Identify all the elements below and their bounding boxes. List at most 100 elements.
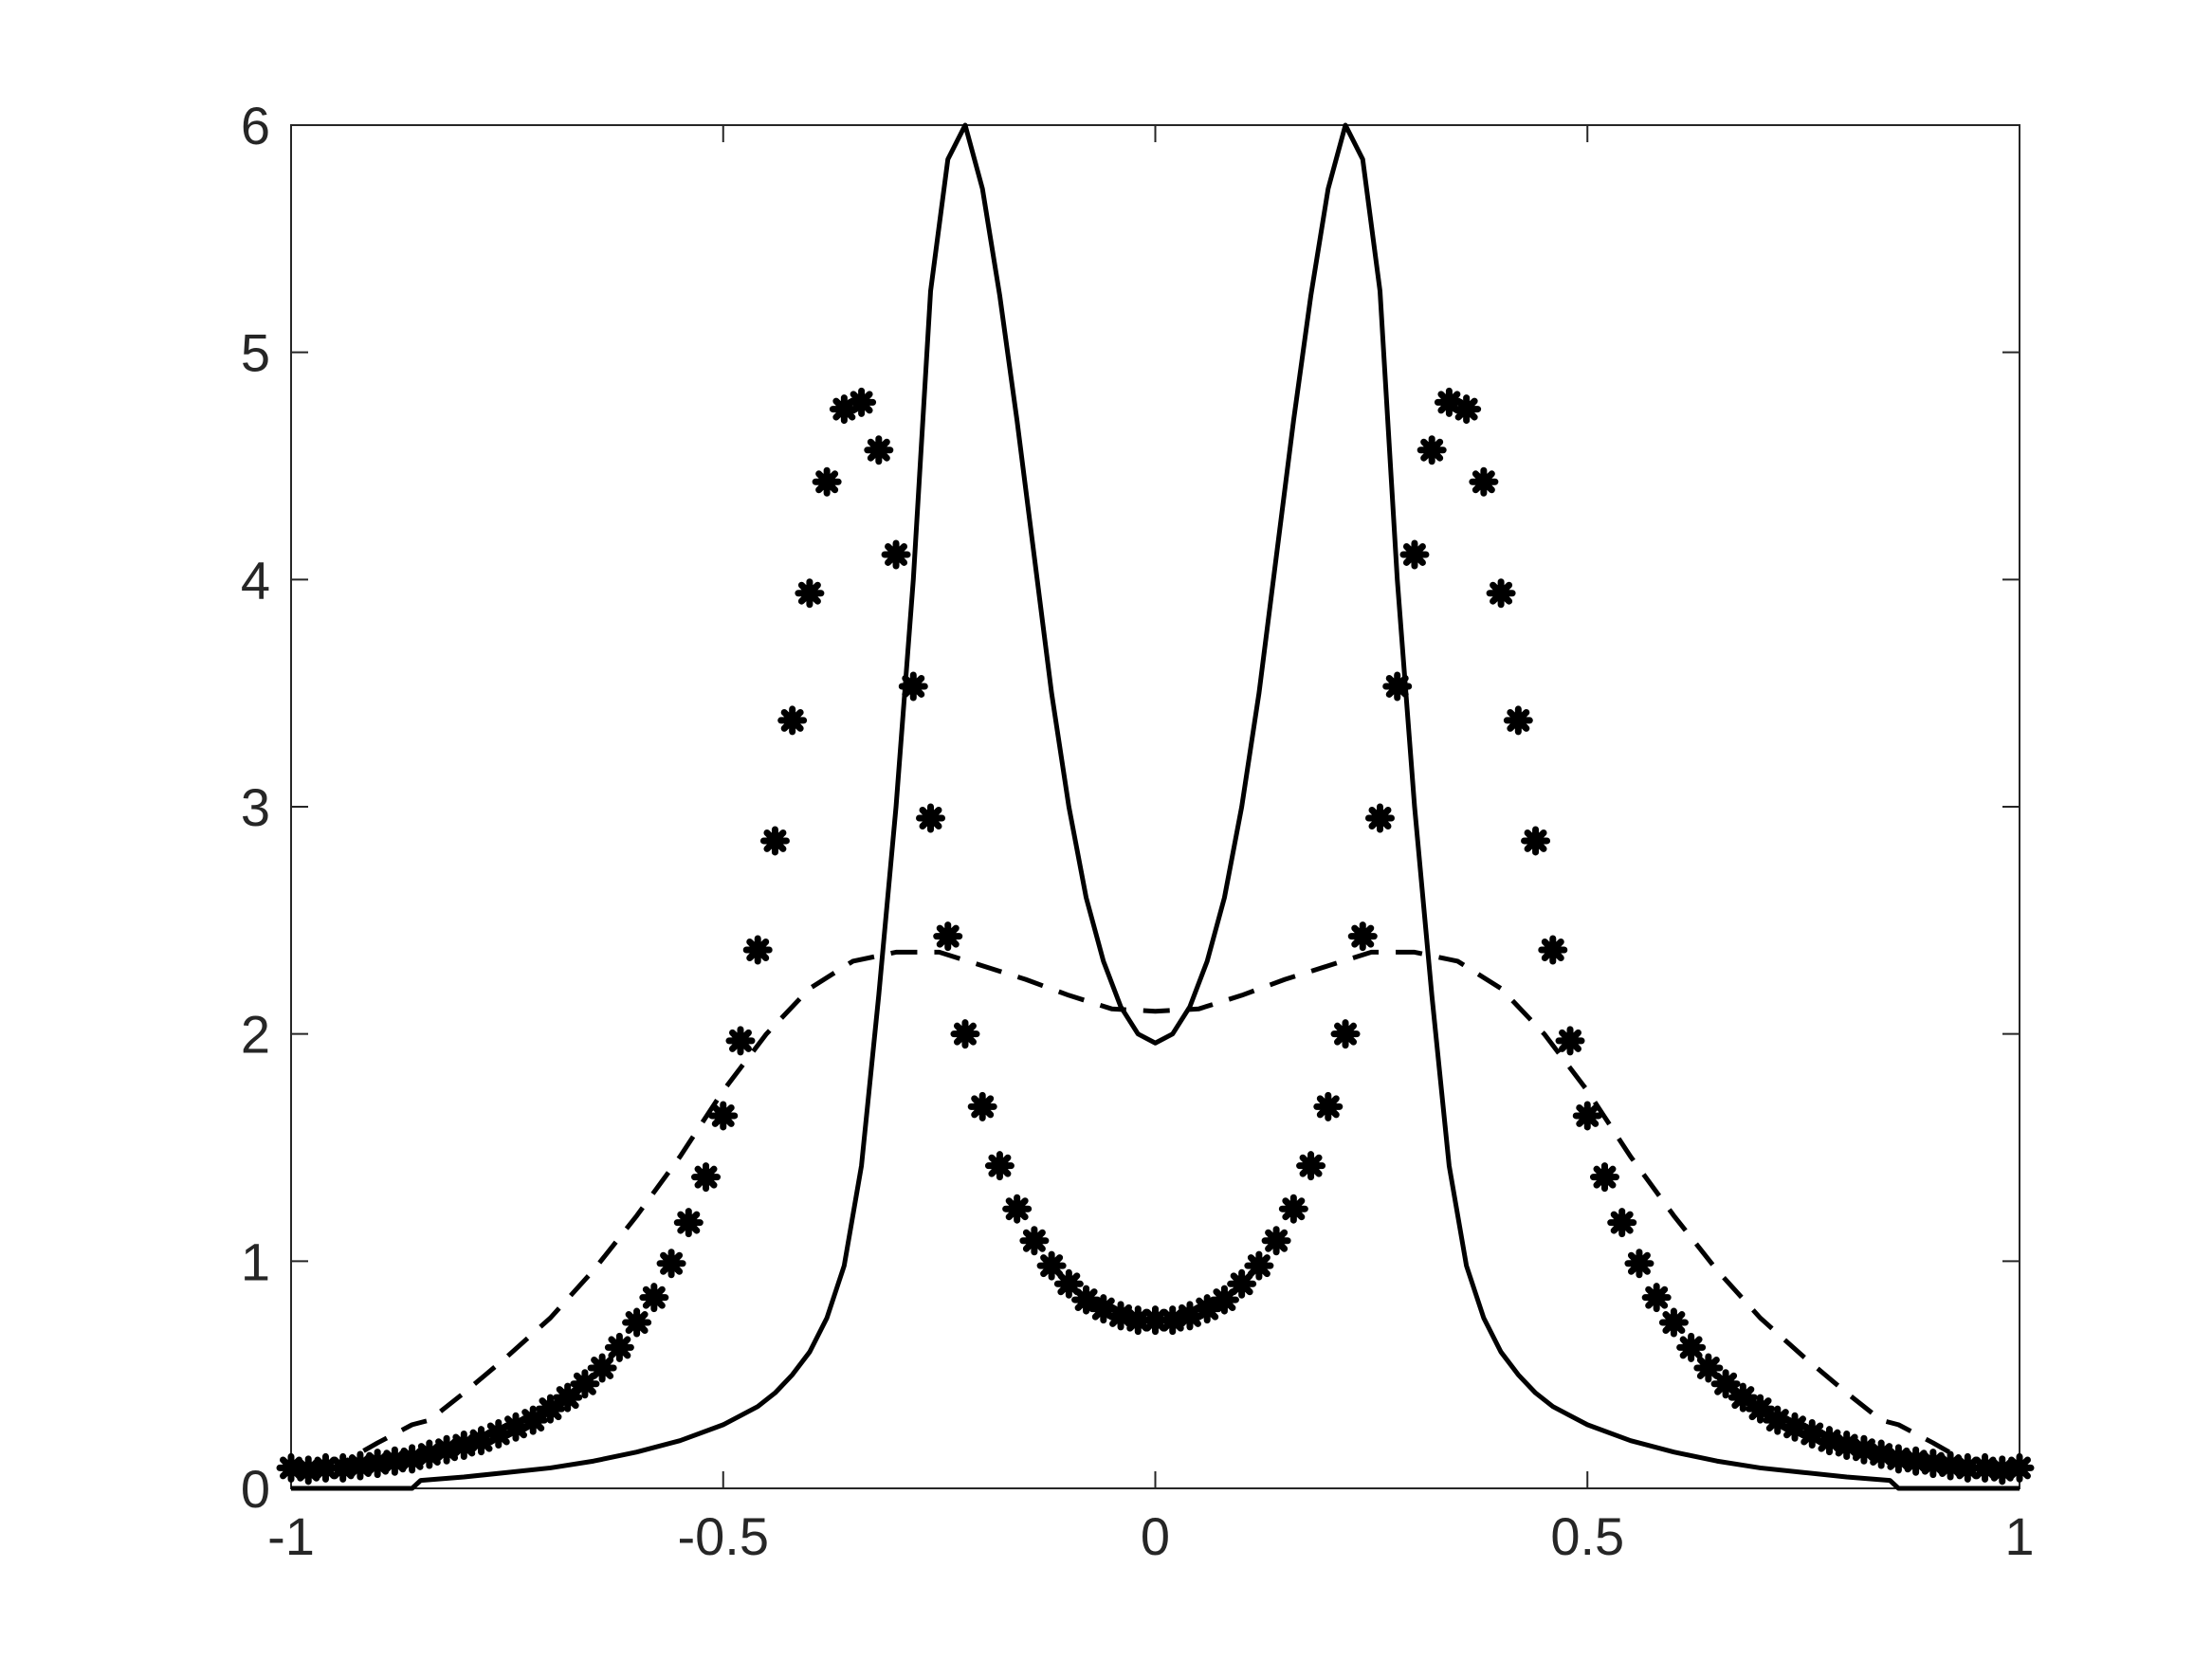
star-marker — [1901, 1446, 1931, 1476]
x-tick-label: -1 — [267, 1506, 315, 1566]
star-marker — [1780, 1412, 1810, 1442]
star-marker — [1469, 466, 1499, 497]
star-marker — [847, 387, 877, 417]
star-marker — [1347, 921, 1378, 952]
star-marker — [864, 435, 894, 465]
star-marker — [484, 1418, 514, 1449]
star-marker — [742, 935, 773, 965]
star-marker — [1710, 1369, 1741, 1399]
y-tick-label: 6 — [241, 96, 270, 155]
star-marker — [1572, 1101, 1602, 1131]
star-marker — [881, 539, 911, 570]
star-marker — [553, 1382, 583, 1413]
y-tick-label: 1 — [241, 1231, 270, 1291]
star-marker — [1624, 1249, 1654, 1279]
star-marker — [1019, 1226, 1050, 1256]
star-marker — [1676, 1332, 1707, 1362]
star-marker — [933, 921, 963, 952]
star-marker — [916, 803, 946, 833]
star-marker — [673, 1208, 704, 1238]
y-tick-label: 5 — [241, 323, 270, 383]
star-marker — [777, 705, 808, 736]
x-tick-label: 0 — [1141, 1506, 1170, 1566]
star-marker — [1832, 1430, 1862, 1460]
star-marker — [812, 466, 842, 497]
star-marker — [1244, 1250, 1274, 1281]
star-marker — [1364, 803, 1395, 833]
star-marker — [501, 1412, 531, 1442]
star-marker — [1814, 1426, 1844, 1456]
x-tick-label: 1 — [2004, 1506, 2034, 1566]
star-marker — [691, 1162, 722, 1193]
star-marker — [1952, 1452, 1983, 1483]
star-marker — [570, 1369, 600, 1399]
star-marker — [759, 826, 790, 856]
star-marker — [379, 1446, 410, 1476]
star-marker — [1866, 1439, 1896, 1469]
star-marker — [448, 1430, 479, 1460]
star-marker — [656, 1249, 686, 1279]
star-marker — [1399, 539, 1430, 570]
star-marker — [829, 394, 859, 425]
star-marker — [1883, 1444, 1913, 1474]
star-marker — [1209, 1285, 1239, 1315]
star-marker — [1918, 1449, 1948, 1479]
star-marker — [2004, 1452, 2035, 1483]
star-marker — [725, 1026, 756, 1056]
star-marker — [708, 1101, 739, 1131]
star-marker — [587, 1353, 617, 1383]
star-marker — [1746, 1394, 1776, 1424]
star-marker — [1589, 1162, 1619, 1193]
star-marker — [1106, 1301, 1136, 1331]
star-marker — [1521, 826, 1551, 856]
y-tick-label: 2 — [241, 1005, 270, 1065]
star-marker — [1036, 1250, 1067, 1281]
star-marker — [950, 1019, 980, 1049]
axes-box — [290, 124, 2020, 1489]
star-marker — [1158, 1305, 1188, 1336]
star-marker — [466, 1426, 497, 1456]
star-marker — [1330, 1019, 1361, 1049]
y-tick-label: 4 — [241, 550, 270, 610]
star-marker — [1175, 1301, 1205, 1331]
star-marker — [345, 1450, 375, 1481]
star-marker — [984, 1151, 1015, 1181]
star-marker — [1088, 1294, 1119, 1324]
star-marker — [1452, 394, 1482, 425]
star-marker — [1935, 1450, 1965, 1481]
star-marker — [1261, 1226, 1291, 1256]
star-marker — [1503, 705, 1533, 736]
star-marker — [1192, 1294, 1222, 1324]
star-marker — [293, 1455, 323, 1486]
star-marker — [362, 1449, 393, 1479]
star-marker — [310, 1452, 340, 1483]
star-marker — [1693, 1353, 1724, 1383]
star-marker — [414, 1439, 445, 1469]
x-tick-label: 0.5 — [1550, 1506, 1624, 1566]
star-marker — [622, 1307, 652, 1338]
star-marker — [795, 578, 825, 609]
star-marker — [1313, 1091, 1344, 1121]
star-marker — [604, 1332, 634, 1362]
star-marker — [1486, 578, 1516, 609]
series-line — [291, 122, 2020, 1491]
star-marker — [1227, 1268, 1257, 1299]
star-marker — [1797, 1418, 1827, 1449]
star-marker — [1071, 1285, 1102, 1315]
star-marker — [328, 1452, 358, 1483]
star-marker — [535, 1394, 565, 1424]
star-marker — [1970, 1452, 2001, 1483]
star-marker — [1002, 1194, 1033, 1224]
star-marker — [1538, 935, 1568, 965]
star-marker — [1382, 671, 1413, 702]
star-marker — [1278, 1194, 1308, 1224]
star-marker — [276, 1452, 306, 1483]
y-tick-label: 0 — [241, 1459, 270, 1519]
star-marker — [898, 671, 928, 702]
star-marker — [1555, 1026, 1585, 1056]
star-marker — [1728, 1382, 1758, 1413]
star-marker — [1141, 1305, 1170, 1336]
star-marker — [1849, 1434, 1879, 1465]
